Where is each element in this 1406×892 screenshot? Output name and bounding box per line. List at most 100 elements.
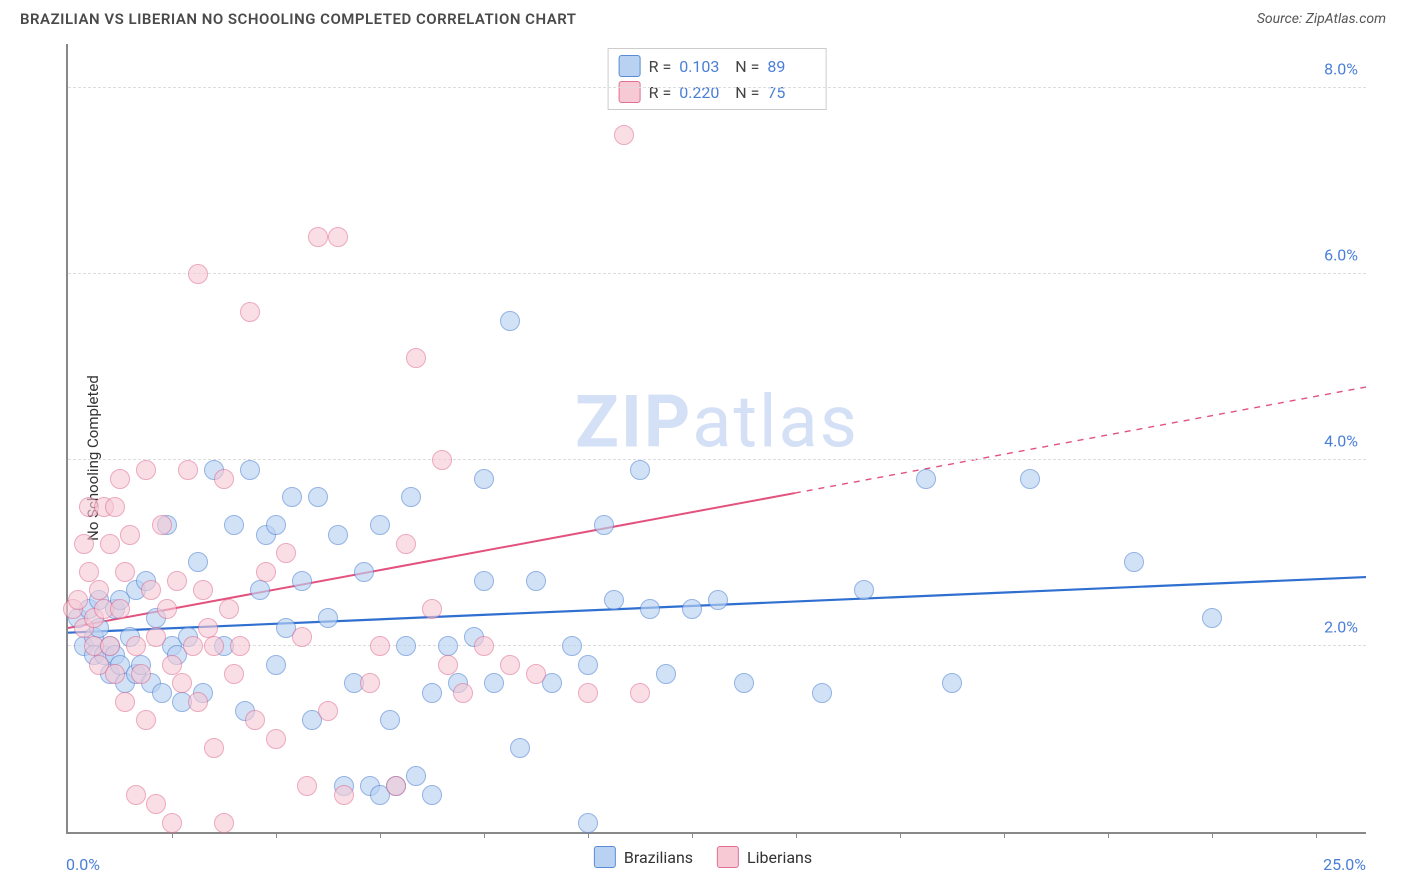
data-point	[162, 655, 182, 675]
data-point	[68, 590, 88, 610]
stats-row: R =0.103N =89	[619, 53, 816, 79]
data-point	[157, 599, 177, 619]
data-point	[1020, 469, 1040, 489]
data-point	[328, 525, 348, 545]
data-point	[250, 580, 270, 600]
legend-item: Brazilians	[594, 846, 693, 868]
data-point	[256, 562, 276, 582]
data-point	[126, 785, 146, 805]
data-point	[204, 636, 224, 656]
y-tick-label: 4.0%	[1324, 432, 1358, 451]
data-point	[245, 710, 265, 730]
data-point	[230, 636, 250, 656]
x-tick-mark	[1212, 832, 1213, 838]
y-tick-label: 6.0%	[1324, 246, 1358, 265]
data-point	[136, 710, 156, 730]
data-point	[162, 813, 182, 833]
data-point	[510, 738, 530, 758]
data-point	[126, 636, 146, 656]
x-tick-mark	[484, 832, 485, 838]
data-point	[614, 125, 634, 145]
data-point	[526, 571, 546, 591]
data-point	[474, 636, 494, 656]
data-point	[812, 683, 832, 703]
legend-swatch	[619, 81, 641, 103]
data-point	[105, 664, 125, 684]
data-point	[318, 608, 338, 628]
x-tick-mark	[1108, 832, 1109, 838]
data-point	[453, 683, 473, 703]
data-point	[942, 673, 962, 693]
data-point	[110, 469, 130, 489]
data-point	[432, 450, 452, 470]
chart-header: BRAZILIAN VS LIBERIAN NO SCHOOLING COMPL…	[0, 0, 1406, 34]
data-point	[708, 590, 728, 610]
y-tick-label: 2.0%	[1324, 618, 1358, 637]
y-tick-label: 8.0%	[1324, 60, 1358, 79]
data-point	[594, 515, 614, 535]
data-point	[266, 515, 286, 535]
data-point	[110, 599, 130, 619]
chart-container: No Schooling Completed ZIPatlas R =0.103…	[20, 44, 1386, 872]
x-tick-mark	[796, 832, 797, 838]
legend-item: Liberians	[717, 846, 812, 868]
stat-n-label: N =	[735, 83, 759, 102]
data-point	[100, 534, 120, 554]
data-point	[438, 655, 458, 675]
data-point	[224, 515, 244, 535]
data-point	[136, 460, 156, 480]
data-point	[115, 692, 135, 712]
x-tick-mark	[900, 832, 901, 838]
data-point	[630, 683, 650, 703]
data-point	[266, 655, 286, 675]
data-point	[604, 590, 624, 610]
plot-area: ZIPatlas R =0.103N =89R =0.220N =75 2.0%…	[66, 44, 1366, 834]
data-point	[141, 580, 161, 600]
data-point	[152, 515, 172, 535]
legend-swatch	[594, 846, 616, 868]
data-point	[422, 599, 442, 619]
data-point	[370, 636, 390, 656]
x-tick-mark	[172, 832, 173, 838]
data-point	[146, 794, 166, 814]
data-point	[292, 571, 312, 591]
data-point	[360, 673, 380, 693]
x-tick-mark	[692, 832, 693, 838]
data-point	[193, 580, 213, 600]
data-point	[578, 655, 598, 675]
data-point	[297, 776, 317, 796]
data-point	[422, 683, 442, 703]
data-point	[167, 571, 187, 591]
data-point	[74, 534, 94, 554]
data-point	[198, 618, 218, 638]
data-point	[183, 636, 203, 656]
x-tick-mark	[276, 832, 277, 838]
data-point	[188, 692, 208, 712]
series-legend: Brazilians Liberians	[594, 846, 812, 868]
data-point	[282, 487, 302, 507]
data-point	[172, 673, 192, 693]
data-point	[308, 227, 328, 247]
gridline	[68, 87, 1366, 88]
data-point	[328, 227, 348, 247]
legend-label: Brazilians	[624, 848, 693, 867]
watermark: ZIPatlas	[575, 380, 859, 465]
data-point	[854, 580, 874, 600]
x-tick-mark	[588, 832, 589, 838]
stat-r-label: R =	[649, 83, 672, 102]
data-point	[334, 785, 354, 805]
data-point	[406, 766, 426, 786]
data-point	[380, 710, 400, 730]
data-point	[120, 525, 140, 545]
data-point	[422, 785, 442, 805]
data-point	[308, 487, 328, 507]
data-point	[266, 729, 286, 749]
data-point	[500, 655, 520, 675]
legend-swatch	[717, 846, 739, 868]
data-point	[370, 515, 390, 535]
data-point	[386, 776, 406, 796]
data-point	[354, 562, 374, 582]
data-point	[105, 497, 125, 517]
data-point	[240, 302, 260, 322]
data-point	[562, 636, 582, 656]
